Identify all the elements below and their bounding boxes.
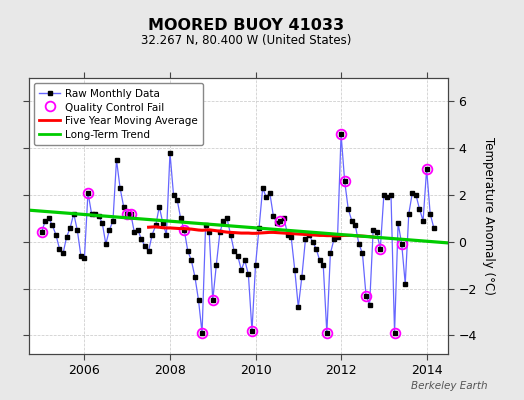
Y-axis label: Temperature Anomaly (°C): Temperature Anomaly (°C) (483, 137, 495, 295)
Text: MOORED BUOY 41033: MOORED BUOY 41033 (148, 18, 344, 33)
Text: Berkeley Earth: Berkeley Earth (411, 381, 487, 391)
Legend: Raw Monthly Data, Quality Control Fail, Five Year Moving Average, Long-Term Tren: Raw Monthly Data, Quality Control Fail, … (34, 83, 203, 146)
Text: 32.267 N, 80.400 W (United States): 32.267 N, 80.400 W (United States) (141, 34, 352, 47)
